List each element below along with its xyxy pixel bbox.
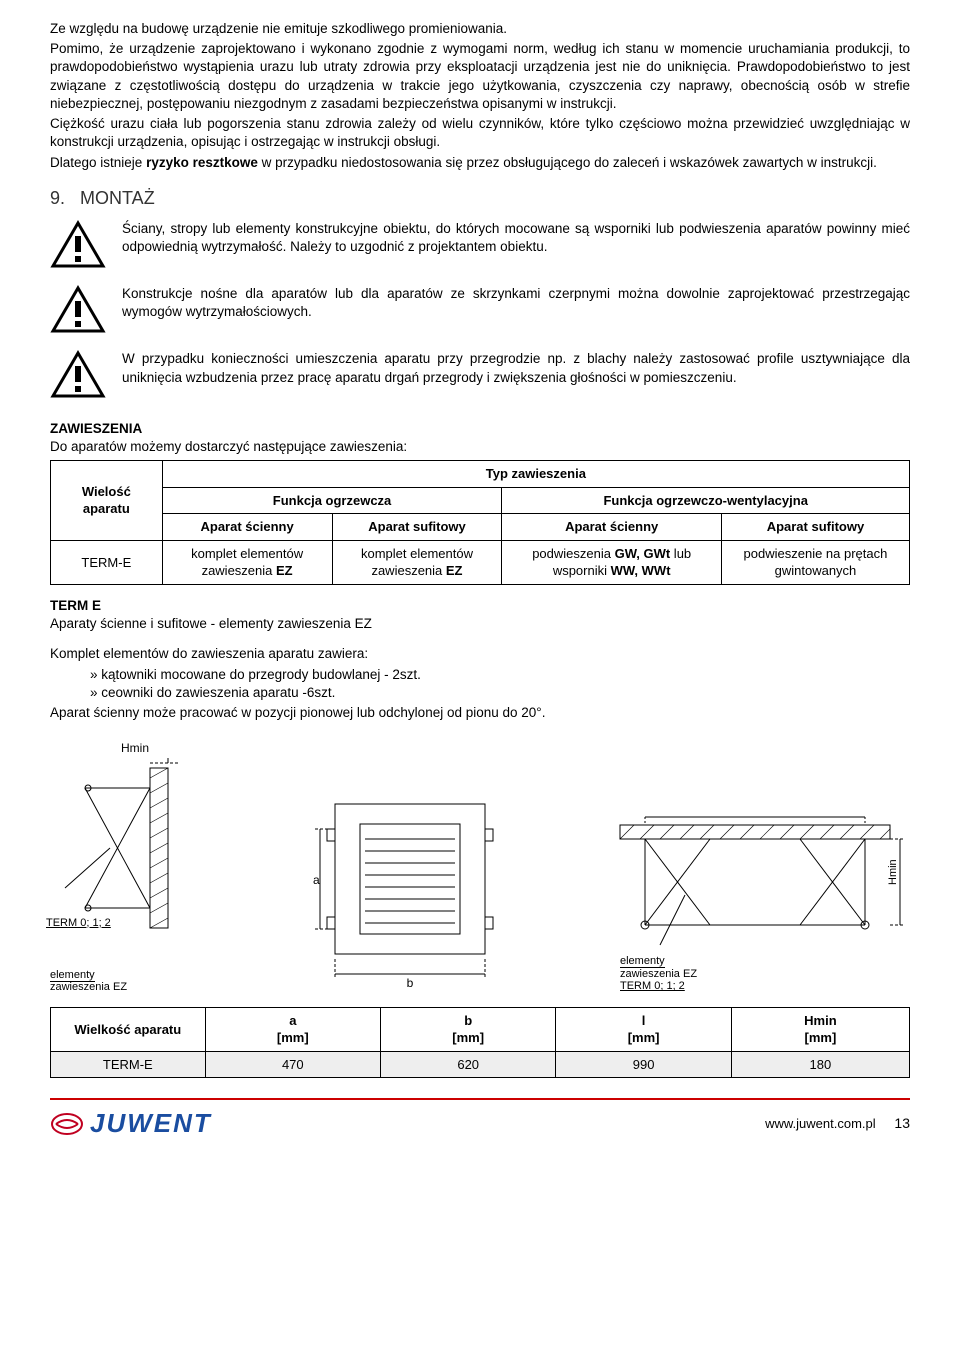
d2-dim-b: b: [407, 976, 414, 989]
zawieszenia-lead: Do aparatów możemy dostarczyć następując…: [50, 438, 910, 456]
dt-h5: Hmin[mm]: [731, 1007, 909, 1051]
section-9-title: MONTAŻ: [80, 188, 155, 208]
diagram-2-svg: b a: [305, 789, 515, 989]
th-sufitowy1: Aparat sufitowy: [332, 514, 502, 541]
logo-icon: [50, 1111, 84, 1137]
warning-row-2: W przypadku konieczności umieszczenia ap…: [50, 350, 910, 405]
d3-elementy-a: elementy: [620, 955, 665, 968]
zawieszenia-heading: ZAWIESZENIA: [50, 420, 910, 438]
terme-heading: TERM E: [50, 597, 910, 615]
th-scienny2: Aparat ścienny: [502, 514, 721, 541]
td-c2: komplet elementów zawieszenia EZ: [332, 540, 502, 584]
diagram-1-svg: [50, 758, 220, 938]
warning-text-0: Ściany, stropy lub elementy konstrukcyjn…: [122, 220, 910, 256]
d1-elementy-b: zawieszenia EZ: [50, 981, 127, 993]
dt-h3: b[mm]: [381, 1007, 556, 1051]
footer-url: www.juwent.com.pl: [765, 1116, 876, 1131]
section-9-heading: 9. MONTAŻ: [50, 186, 910, 210]
dt-vb: 620: [381, 1051, 556, 1078]
td-c3a: podwieszenia: [532, 546, 614, 561]
diagram-2: b a: [305, 789, 515, 993]
warning-row-1: Konstrukcje nośne dla aparatów lub dla a…: [50, 285, 910, 340]
warning-icon: [50, 285, 110, 340]
d1-elementy-a: elementy: [50, 969, 95, 982]
section-9-num: 9.: [50, 188, 65, 208]
th-typ: Typ zawieszenia: [162, 461, 909, 488]
intro-p2: Pomimo, że urządzenie zaprojektowano i w…: [50, 40, 910, 113]
td-c3b: GW, GWt: [615, 546, 671, 561]
bullet-0: kątowniki mocowane do przegrody budowlan…: [90, 666, 910, 684]
warning-icon: [50, 350, 110, 405]
zawieszenia-table: Wielość aparatu Typ zawieszenia Funkcja …: [50, 460, 910, 585]
intro-p3: Ciężkość urazu ciała lub pogorszenia sta…: [50, 115, 910, 151]
td-c3: podwieszenia GW, GWt lub wsporniki WW, W…: [502, 540, 721, 584]
th-wielosc: Wielość aparatu: [51, 461, 163, 541]
intro-p4a: Dlatego istnieje: [50, 155, 146, 170]
td-c2b: EZ: [446, 563, 463, 578]
dt-vl: 990: [556, 1051, 731, 1078]
warning-row-0: Ściany, stropy lub elementy konstrukcyjn…: [50, 220, 910, 275]
d3-elementy-b: zawieszenia EZ: [620, 968, 697, 980]
terme-kit-lead: Komplet elementów do zawieszenia aparatu…: [50, 645, 910, 663]
warning-text-2: W przypadku konieczności umieszczenia ap…: [122, 350, 910, 386]
diagram-3: l Hmin elementy zawieszenia EZ TERM 0; 1…: [600, 815, 910, 993]
dim-hmin-1: Hmin: [50, 740, 220, 756]
d3-dim-l: l: [754, 815, 757, 816]
logo-text: JUWENT: [90, 1106, 212, 1141]
intro-p4b: ryzyko resztkowe: [146, 155, 258, 170]
warning-text-1: Konstrukcje nośne dla aparatów lub dla a…: [122, 285, 910, 321]
td-c1b: EZ: [276, 563, 293, 578]
d2-dim-a: a: [313, 873, 320, 887]
td-row-label: TERM-E: [51, 540, 163, 584]
warning-icon: [50, 220, 110, 275]
footer: JUWENT www.juwent.com.pl 13: [50, 1098, 910, 1141]
th-ogrzewcza: Funkcja ogrzewcza: [162, 487, 502, 514]
intro-p1: Ze względu na budowę urządzenie nie emit…: [50, 20, 910, 38]
th-scienny1: Aparat ścienny: [162, 514, 332, 541]
th-ogrzewczo-went: Funkcja ogrzewczo-wentylacyjna: [502, 487, 910, 514]
td-c1: komplet elementów zawieszenia EZ: [162, 540, 332, 584]
dt-h2: a[mm]: [205, 1007, 380, 1051]
footer-page: 13: [894, 1115, 910, 1131]
td-c4: podwieszenie na prętach gwintowanych: [721, 540, 909, 584]
dt-r1: TERM-E: [51, 1051, 206, 1078]
terme-note: Aparat ścienny może pracować w pozycji p…: [50, 704, 910, 722]
th-sufitowy2: Aparat sufitowy: [721, 514, 909, 541]
footer-logo: JUWENT: [50, 1106, 212, 1141]
d3-label-term: TERM 0; 1; 2: [620, 980, 685, 992]
intro-p4: Dlatego istnieje ryzyko resztkowe w przy…: [50, 154, 910, 172]
terme-sub: Aparaty ścienne i sufitowe - elementy za…: [50, 615, 910, 633]
bullet-1: ceowniki do zawieszenia aparatu -6szt.: [90, 684, 910, 702]
intro-p4c: w przypadku niedostosowania się przez ob…: [258, 155, 877, 170]
dt-vh: 180: [731, 1051, 909, 1078]
diagram-1: Hmin: [50, 740, 220, 993]
dims-table: Wielkość aparatu a[mm] b[mm] l[mm] Hmin[…: [50, 1007, 910, 1079]
td-c3d: WW, WWt: [611, 563, 671, 578]
dt-h1: Wielkość aparatu: [51, 1007, 206, 1051]
d3-dim-hmin: Hmin: [887, 859, 899, 885]
dt-va: 470: [205, 1051, 380, 1078]
diagram-row: Hmin: [50, 740, 910, 993]
dt-h4: l[mm]: [556, 1007, 731, 1051]
